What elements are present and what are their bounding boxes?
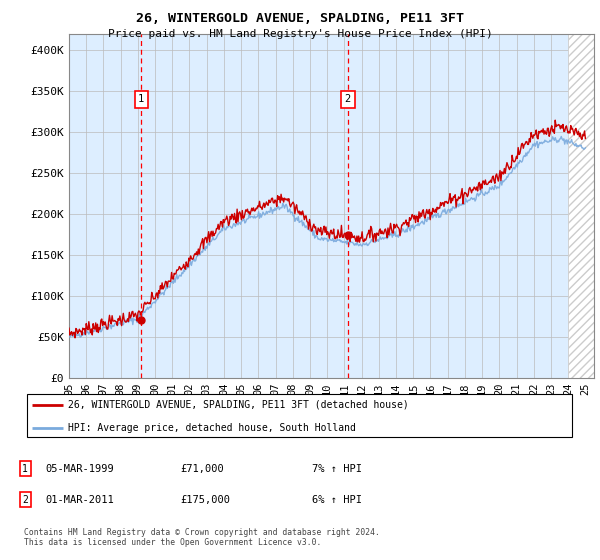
Text: 26, WINTERGOLD AVENUE, SPALDING, PE11 3FT (detached house): 26, WINTERGOLD AVENUE, SPALDING, PE11 3F… [68,400,409,410]
Text: 01-MAR-2011: 01-MAR-2011 [45,494,114,505]
Text: 2: 2 [345,94,351,104]
Text: Price paid vs. HM Land Registry's House Price Index (HPI): Price paid vs. HM Land Registry's House … [107,29,493,39]
Text: HPI: Average price, detached house, South Holland: HPI: Average price, detached house, Sout… [68,423,356,433]
FancyBboxPatch shape [27,394,572,437]
Text: 05-MAR-1999: 05-MAR-1999 [45,464,114,474]
Text: Contains HM Land Registry data © Crown copyright and database right 2024.
This d: Contains HM Land Registry data © Crown c… [24,528,380,547]
Text: 1: 1 [22,464,28,474]
Text: 7% ↑ HPI: 7% ↑ HPI [312,464,362,474]
Text: 2: 2 [22,494,28,505]
Text: 1: 1 [138,94,145,104]
Text: 6% ↑ HPI: 6% ↑ HPI [312,494,362,505]
Bar [568,34,594,378]
Text: £71,000: £71,000 [180,464,224,474]
Text: 26, WINTERGOLD AVENUE, SPALDING, PE11 3FT: 26, WINTERGOLD AVENUE, SPALDING, PE11 3F… [136,12,464,25]
Text: £175,000: £175,000 [180,494,230,505]
